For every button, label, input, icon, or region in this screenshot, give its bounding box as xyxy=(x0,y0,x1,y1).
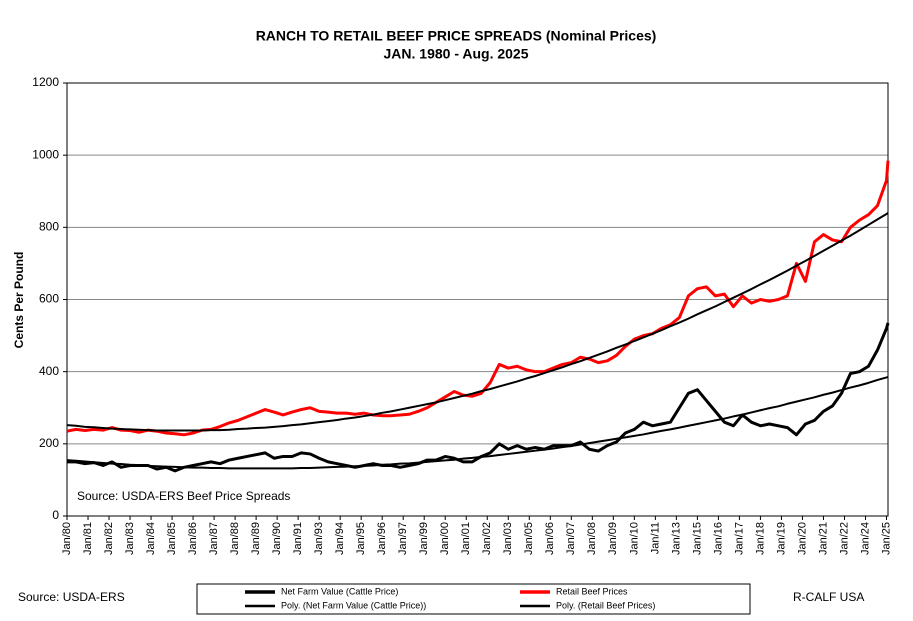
x-tick-label: Jan/25 xyxy=(880,522,892,555)
y-tick-label: 800 xyxy=(39,220,59,234)
x-tick-label: Jan/16 xyxy=(712,522,724,555)
x-tick-label: Jan/19 xyxy=(775,522,787,555)
x-tick-label: Jan/11 xyxy=(649,522,661,554)
chart-title: RANCH TO RETAIL BEEF PRICE SPREADS (Nomi… xyxy=(256,28,657,44)
x-tick-label: Jan/90 xyxy=(271,522,283,555)
annotation: Source: USDA-ERS Beef Price Spreads xyxy=(77,489,290,503)
y-axis-label: Cents Per Pound xyxy=(12,252,26,349)
x-tick-label: Jan/93 xyxy=(313,522,325,555)
y-tick-label: 1200 xyxy=(32,75,59,89)
x-tick-label: Jan/13 xyxy=(670,522,682,555)
x-tick-label: Jan/83 xyxy=(124,522,136,555)
y-tick-label: 600 xyxy=(39,292,59,306)
x-tick-label: Jan/03 xyxy=(502,522,514,555)
x-tick-label: Jan/18 xyxy=(754,522,766,555)
x-tick-label: Jan/88 xyxy=(229,522,241,555)
x-tick-label: Jan/99 xyxy=(418,522,430,555)
x-tick-label: Jan/85 xyxy=(166,522,178,555)
x-tick-label: Jan/97 xyxy=(397,522,409,555)
chart-subtitle: JAN. 1980 - Aug. 2025 xyxy=(384,46,529,62)
x-tick-label: Jan/82 xyxy=(103,522,115,555)
footer-credit: R-CALF USA xyxy=(793,590,864,604)
legend xyxy=(196,583,751,615)
x-tick-label: Jan/91 xyxy=(292,522,304,555)
x-tick-label: Jan/81 xyxy=(82,522,94,555)
x-tick-label: Jan/22 xyxy=(838,522,850,555)
x-tick-label: Jan/00 xyxy=(439,522,451,555)
x-tick-label: Jan/94 xyxy=(334,522,346,555)
x-tick-label: Jan/17 xyxy=(733,522,745,555)
x-tick-label: Jan/80 xyxy=(61,522,73,555)
x-tick-label: Jan/20 xyxy=(796,522,808,555)
y-tick-label: 1000 xyxy=(32,147,59,161)
y-tick-label: 0 xyxy=(52,508,59,522)
x-tick-label: Jan/07 xyxy=(565,522,577,555)
x-tick-label: Jan/10 xyxy=(628,522,640,555)
series-line xyxy=(66,376,889,470)
x-tick-label: Jan/24 xyxy=(859,522,871,555)
legend-label: Retail Beef Prices xyxy=(556,586,628,596)
x-tick-label: Jan/96 xyxy=(376,522,388,555)
legend-label: Poly. (Retail Beef Prices) xyxy=(556,600,655,610)
y-tick-label: 400 xyxy=(39,364,59,378)
legend-label: Net Farm Value (Cattle Price) xyxy=(281,586,398,596)
footer-source: Source: USDA-ERS xyxy=(18,590,125,604)
x-tick-label: Jan/05 xyxy=(523,522,535,555)
x-tick-label: Jan/86 xyxy=(187,522,199,555)
x-tick-label: Jan/84 xyxy=(145,522,157,555)
x-tick-label: Jan/15 xyxy=(691,522,703,555)
x-tick-label: Jan/87 xyxy=(208,522,220,555)
x-tick-label: Jan/02 xyxy=(481,522,493,555)
x-tick-label: Jan/06 xyxy=(544,522,556,555)
series-line xyxy=(66,212,889,432)
plot-border xyxy=(66,82,889,517)
x-tick-label: Jan/01 xyxy=(460,522,472,555)
y-tick-label: 200 xyxy=(39,436,59,450)
x-tick-label: Jan/09 xyxy=(607,522,619,555)
legend-label: Poly. (Net Farm Value (Cattle Price)) xyxy=(281,600,426,610)
x-tick-label: Jan/08 xyxy=(586,522,598,555)
x-tick-label: Jan/21 xyxy=(817,522,829,555)
x-tick-label: Jan/95 xyxy=(355,522,367,555)
x-tick-label: Jan/89 xyxy=(250,522,262,555)
